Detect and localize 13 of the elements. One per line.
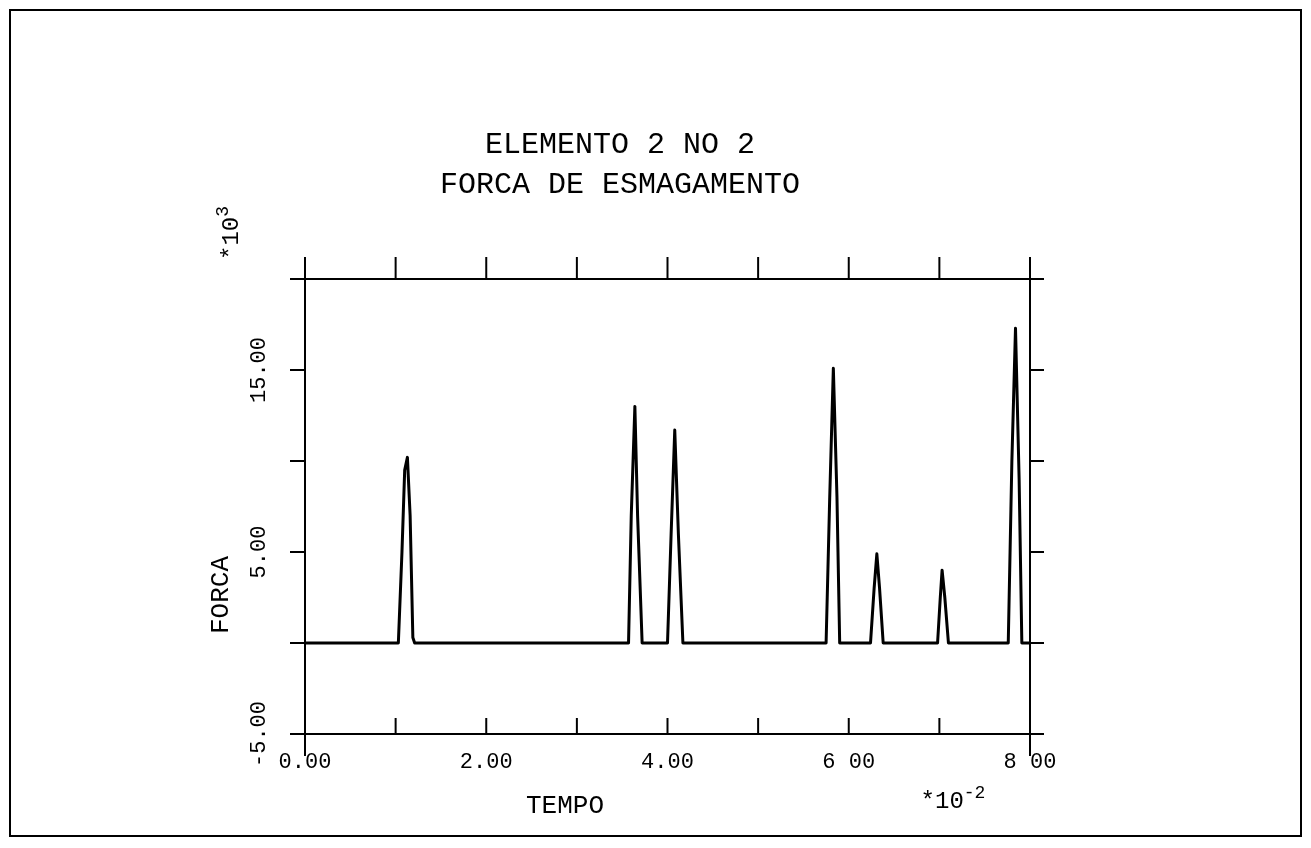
chart-title: ELEMENTO 2 NO 2 (484, 128, 756, 162)
x-axis-title: TEMPO (525, 791, 605, 821)
text: *10$^{-2}$ (920, 783, 986, 815)
y-tick-label: 5.00 (247, 525, 272, 579)
x-tick-label: 2.00 (459, 750, 513, 775)
y-axis-title: FORCA (206, 555, 236, 635)
x-tick-label: 4.00 (641, 750, 694, 775)
x-tick-label: 8 00 (1003, 750, 1057, 775)
x-tick-label: 0.00 (278, 750, 332, 775)
chart-subtitle: FORCA DE ESMAGAMENTO (439, 168, 801, 202)
y-tick-label: -5.00 (247, 700, 272, 768)
y-tick-label: 15.00 (247, 336, 272, 404)
x-tick-label: 6 00 (822, 750, 876, 775)
